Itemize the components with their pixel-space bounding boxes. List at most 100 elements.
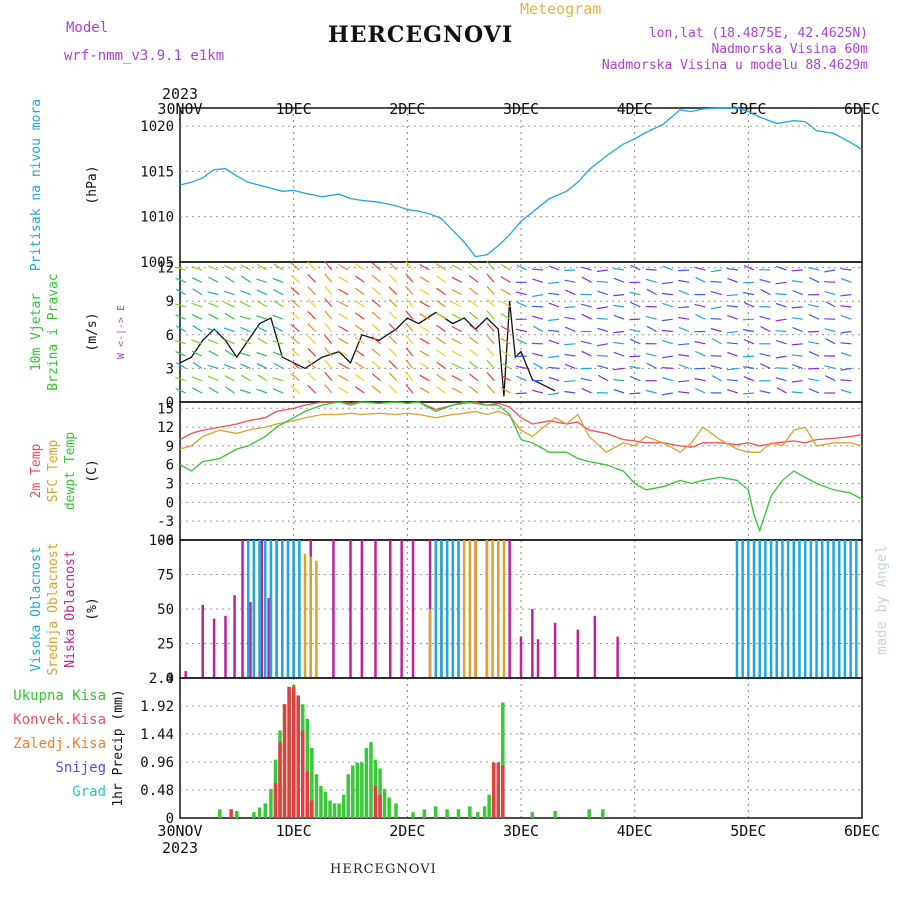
bar-ukupna-kisa bbox=[346, 774, 350, 818]
bar-visoka-oblacnost bbox=[798, 540, 801, 678]
lonlat-label: lon,lat (18.4875E, 42.4625N) bbox=[648, 26, 868, 41]
bar-visoka-oblacnost bbox=[775, 540, 778, 678]
wind-arrow bbox=[419, 386, 430, 394]
wind-arrow bbox=[224, 301, 235, 308]
wind-arrow bbox=[678, 343, 690, 346]
bar-niska-oblacnost bbox=[616, 636, 619, 678]
wind-arrow bbox=[324, 371, 333, 382]
wind-arrow bbox=[419, 374, 430, 382]
bar-konvek-kisa bbox=[291, 686, 296, 818]
wind-arrow bbox=[324, 310, 333, 320]
bar-ukupna-kisa bbox=[601, 809, 605, 818]
wind-arrow bbox=[596, 280, 608, 283]
wind-arrow bbox=[613, 388, 625, 394]
wind-arrow bbox=[290, 360, 300, 369]
wind-arrow bbox=[629, 328, 641, 333]
bar-visoka-oblacnost bbox=[735, 540, 739, 678]
bar-visoka-oblacnost bbox=[440, 540, 443, 678]
bar-ukupna-kisa bbox=[257, 807, 262, 818]
wind-arrow bbox=[775, 377, 787, 382]
wind-arrow bbox=[486, 322, 495, 332]
bar-visoka-oblacnost bbox=[747, 540, 750, 678]
wind-arrow bbox=[240, 290, 251, 296]
wind-arrow bbox=[613, 267, 625, 271]
wind-arrow bbox=[324, 285, 333, 295]
wind-arrow bbox=[338, 325, 349, 333]
wind-arrow bbox=[678, 279, 690, 283]
wind-arrow bbox=[192, 361, 203, 369]
wind-arrow bbox=[207, 364, 219, 369]
panel-frame-pressure bbox=[179, 107, 863, 263]
wind-arrow bbox=[405, 384, 414, 394]
y-tick-label: 0 bbox=[166, 811, 174, 827]
wind-arrow bbox=[324, 298, 333, 308]
wind-arrow bbox=[792, 364, 803, 369]
bar-srednja-oblacnost bbox=[428, 609, 432, 678]
axis-label-clouds: Niska Oblacnost bbox=[63, 550, 78, 667]
bar-srednja-oblacnost bbox=[315, 560, 318, 678]
bar-visoka-oblacnost bbox=[445, 540, 449, 678]
bar-visoka-oblacnost bbox=[252, 540, 256, 678]
bar-ukupna-kisa bbox=[553, 811, 557, 818]
y-tick-label: 2.4 bbox=[149, 671, 174, 687]
wind-arrow bbox=[486, 285, 495, 295]
time-label-top: 1DEC bbox=[276, 100, 312, 118]
wind-arrow bbox=[240, 301, 251, 308]
bar-visoka-oblacnost bbox=[292, 540, 295, 678]
time-label-bottom: 1DEC bbox=[276, 822, 312, 840]
wind-arrow bbox=[191, 350, 203, 357]
wind-arrow bbox=[760, 288, 771, 296]
y-tick-label: 0.96 bbox=[140, 755, 174, 771]
bar-visoka-oblacnost bbox=[769, 540, 773, 678]
wind-arrow bbox=[257, 374, 268, 382]
bar-visoka-oblacnost bbox=[843, 540, 847, 678]
wind-arrow bbox=[388, 384, 398, 394]
axis-label-pressure: (hPa) bbox=[85, 165, 100, 204]
wind-arrow bbox=[807, 367, 820, 370]
wind-arrow bbox=[273, 289, 284, 296]
wind-arrow bbox=[307, 274, 317, 283]
wind-arrow bbox=[743, 338, 755, 345]
bar-konvek-kisa bbox=[373, 785, 378, 818]
wind-arrow bbox=[840, 389, 852, 394]
wind-arrow bbox=[533, 325, 544, 333]
wind-arrow bbox=[290, 373, 300, 382]
wind-arrow bbox=[486, 310, 495, 320]
wind-arrow bbox=[840, 305, 852, 308]
wind-arrow bbox=[436, 275, 446, 283]
wind-arrow bbox=[515, 365, 527, 369]
bar-ukupna-kisa bbox=[235, 811, 239, 818]
bar-ukupna-kisa bbox=[355, 762, 360, 818]
wind-arrow bbox=[272, 340, 284, 345]
time-label-bottom: 6DEC bbox=[844, 822, 880, 840]
wind-arrow bbox=[564, 390, 576, 394]
bar-ukupna-kisa bbox=[263, 803, 267, 818]
wind-arrow bbox=[486, 273, 495, 283]
compass-label: W <-|-> E bbox=[116, 305, 127, 359]
wind-arrow bbox=[371, 299, 381, 308]
bar-niska-oblacnost bbox=[267, 597, 270, 678]
wind-arrow bbox=[338, 300, 349, 308]
wind-arrow bbox=[598, 374, 609, 382]
wind-arrow bbox=[388, 347, 398, 357]
wind-arrow bbox=[388, 310, 398, 320]
wind-arrow bbox=[613, 330, 625, 334]
wind-arrow bbox=[436, 287, 446, 296]
wind-arrow bbox=[388, 372, 398, 382]
wind-arrow bbox=[354, 349, 365, 357]
wind-arrow bbox=[224, 312, 235, 320]
bar-visoka-oblacnost bbox=[803, 540, 807, 678]
wind-arrow bbox=[661, 392, 673, 396]
wind-arrow bbox=[629, 355, 641, 358]
wind-arrow bbox=[695, 350, 706, 357]
bar-visoka-oblacnost bbox=[786, 540, 790, 678]
wind-arrow bbox=[791, 306, 803, 309]
wind-arrow bbox=[405, 371, 414, 382]
wind-arrow bbox=[629, 291, 641, 296]
bar-ukupna-kisa bbox=[378, 768, 382, 818]
wind-arrow bbox=[742, 355, 755, 358]
bar-visoka-oblacnost bbox=[275, 540, 278, 678]
wind-arrow bbox=[371, 311, 381, 320]
wind-arrow bbox=[824, 365, 836, 369]
y-tick-label: 6 bbox=[166, 328, 174, 344]
